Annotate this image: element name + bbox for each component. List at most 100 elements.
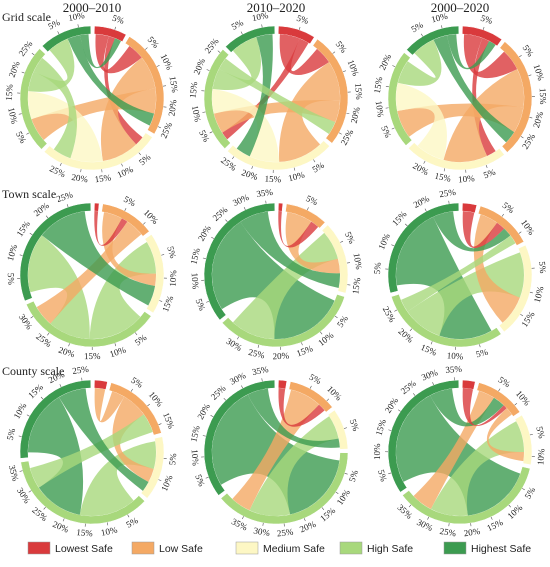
chord [28,38,75,92]
tick-label: 20% [32,200,52,218]
tick-mark [147,403,150,407]
tick-mark [321,507,325,510]
tick-label: 10% [514,389,533,408]
tick-mark [57,31,60,35]
tick-mark [332,51,336,54]
tick-mark [261,24,263,28]
tick-mark [26,132,30,135]
tick-label: 10% [190,449,201,467]
tick-mark [156,65,160,67]
tick-label: 10% [372,443,382,460]
tick-label: 5% [194,297,208,312]
segment-arc [277,25,315,45]
tick-label: 5% [193,473,207,488]
tick-label: 15% [350,277,362,295]
tick-mark [43,506,46,510]
tick-mark [157,126,161,129]
tick-mark [404,223,408,227]
chord [95,34,142,74]
tick-mark [528,74,532,77]
tick-label: 25% [55,189,74,204]
chord [112,396,154,482]
chord [28,235,90,339]
tick-label: 20% [51,519,71,535]
tick-label: 5% [523,485,538,501]
tick-mark [303,518,306,522]
tick-label: 20% [71,172,89,184]
tick-label: 15% [76,527,94,539]
tick-label: 5% [111,13,126,26]
tick-label: 5% [348,418,362,433]
row-label: Town scale [2,187,56,201]
tick-mark [19,254,23,256]
tick-label: 5% [133,332,149,348]
chord [30,414,153,488]
tick-label: 30% [415,517,435,533]
chord [240,211,340,288]
tick-label: 5% [146,34,162,50]
chord [28,397,84,515]
chord [89,242,156,339]
chord [247,388,340,448]
tick-mark [59,163,62,167]
tick-mark [68,343,70,347]
tick-mark [62,518,65,522]
legend-swatch [131,541,155,555]
tick-mark [240,31,243,35]
tick-label: 25% [276,527,294,539]
tick-label: 5% [479,13,494,26]
chord [232,232,338,339]
tick-label: 5% [124,515,140,530]
chord [236,34,273,157]
tick-label: 5% [334,39,350,55]
tick-label: 5% [537,261,548,274]
tick-mark [334,315,338,319]
segment-arc [461,379,476,390]
tick-label: 10% [100,525,119,538]
tick-label: 5% [475,346,490,359]
chord [430,388,504,427]
chord [218,58,336,135]
tick-mark [26,414,30,417]
tick-label: 15% [168,75,181,93]
tick-label: 10% [142,207,161,226]
tick-mark [298,26,301,30]
tick-label: 10% [532,285,546,304]
tick-mark [518,231,522,234]
tick-mark [217,50,221,53]
tick-mark [223,397,227,401]
tick-mark [28,490,32,493]
tick-label: 15% [485,517,505,533]
chord [222,38,309,140]
tick-mark [423,160,426,164]
tick-label: 15% [14,219,32,239]
tick-label: 15% [295,343,314,358]
column-title: 2010–2020 [247,0,306,15]
tick-mark [243,206,246,210]
tick-label: 10% [159,473,175,493]
tick-label: 25% [247,347,266,361]
tick-label: 20% [412,193,432,210]
tick-label: 25% [203,36,221,55]
legend-swatch [443,541,467,555]
tick-label: 20% [166,99,178,117]
tick-label: 5% [310,160,326,175]
tick-mark [209,131,213,134]
chord [100,57,156,162]
tick-mark [225,219,228,223]
tick-mark [77,24,79,28]
tick-mark [18,113,22,115]
tick-label: 5% [5,427,17,441]
tick-mark [309,385,312,389]
tick-label: 30% [420,367,439,383]
tick-label: 15% [161,411,177,431]
tick-label: 5% [308,372,324,387]
tick-label: 20% [195,401,212,421]
tick-label: 20% [272,350,290,361]
tick-mark [430,341,433,345]
chord [212,88,280,162]
tick-mark [211,236,215,239]
tick-mark [31,52,35,56]
tick-mark [420,33,424,37]
segment-arc [93,202,100,212]
